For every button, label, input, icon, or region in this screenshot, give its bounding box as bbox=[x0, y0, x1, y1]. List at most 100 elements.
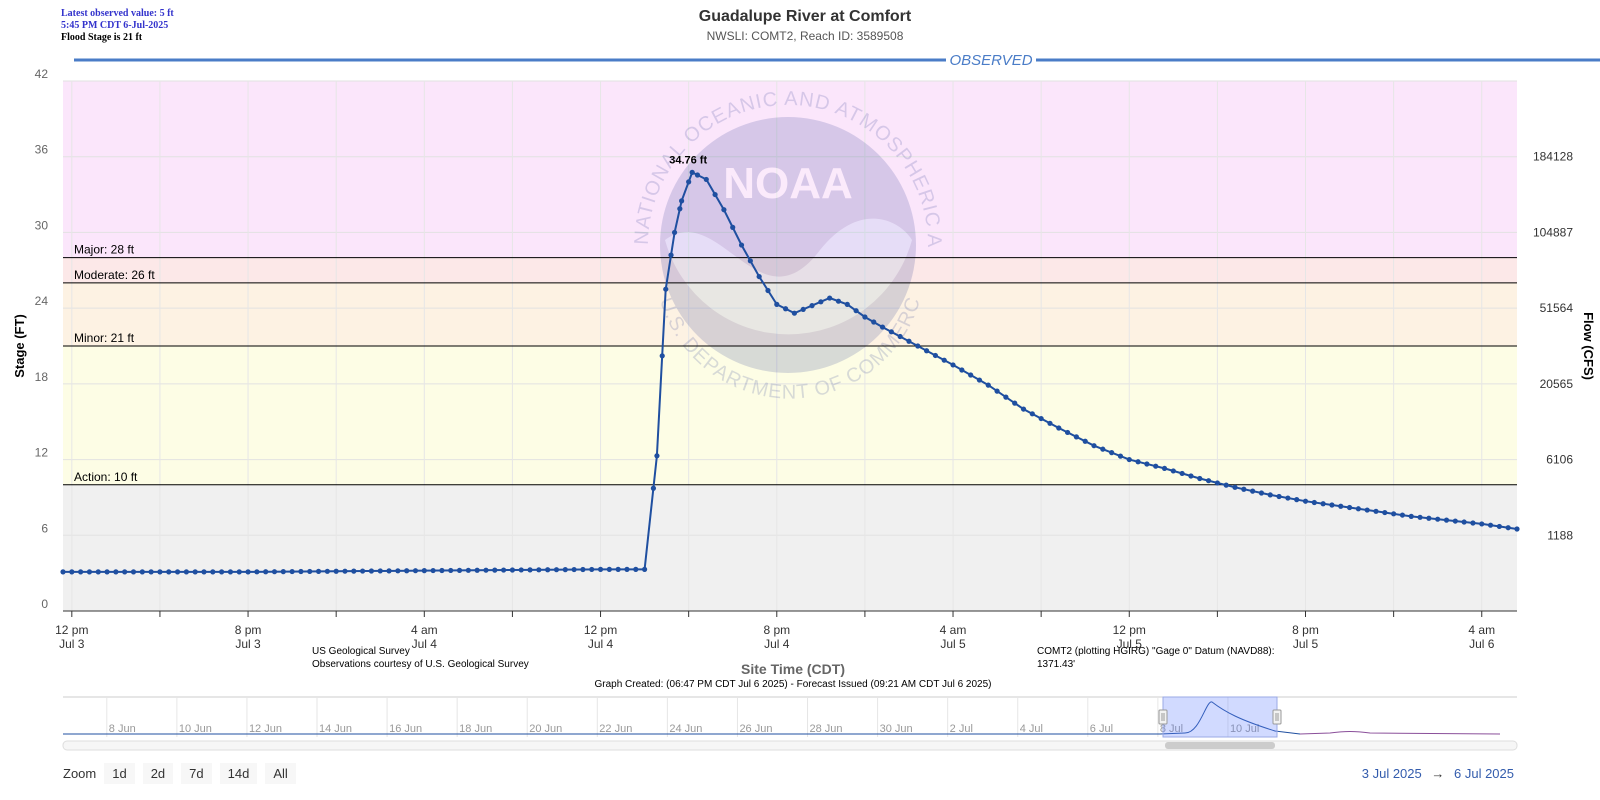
observed-data-point bbox=[1320, 501, 1326, 507]
y2-tick-label: 184128 bbox=[1533, 150, 1573, 164]
zoom-7d-button[interactable]: 7d bbox=[181, 763, 212, 784]
observed-data-point bbox=[941, 357, 947, 363]
flood-category-bands bbox=[63, 81, 1517, 611]
threshold-label-minor: Minor: 21 ft bbox=[74, 331, 135, 345]
observed-data-point bbox=[774, 301, 780, 307]
scrollbar-thumb[interactable] bbox=[1165, 742, 1275, 749]
source-line-2: Observations courtesy of U.S. Geological… bbox=[312, 659, 529, 670]
zoom-1d-button[interactable]: 1d bbox=[104, 763, 135, 784]
x-tick-label-date: Jul 5 bbox=[940, 637, 966, 651]
observed-data-point bbox=[501, 567, 507, 573]
observed-data-point bbox=[923, 348, 930, 354]
navigator-tick-label: 26 Jun bbox=[739, 723, 772, 735]
y-tick-label: 6 bbox=[41, 521, 48, 535]
observed-data-point bbox=[368, 568, 375, 574]
navigator-tick-label: 10 Jun bbox=[179, 723, 212, 735]
peak-annotation: 34.76 ft bbox=[669, 154, 707, 166]
chart-title: Guadalupe River at Comfort bbox=[698, 8, 912, 25]
observed-data-point bbox=[1487, 522, 1494, 528]
range-from[interactable]: 3 Jul 2025 bbox=[1361, 766, 1422, 781]
observed-data-point bbox=[597, 566, 604, 572]
observed-data-point bbox=[315, 568, 322, 574]
observed-data-point bbox=[104, 569, 110, 575]
observed-data-point bbox=[122, 569, 128, 575]
observed-data-point bbox=[1426, 515, 1432, 521]
x-tick-label-time: 4 am bbox=[411, 623, 438, 637]
latest-value: Latest observed value: 5 ft bbox=[61, 8, 174, 19]
observed-data-point bbox=[139, 569, 145, 575]
zoom-14d-button[interactable]: 14d bbox=[219, 763, 258, 784]
observed-data-point bbox=[1391, 511, 1397, 517]
observed-data-point bbox=[1223, 482, 1229, 488]
zoom-all-button[interactable]: All bbox=[265, 763, 296, 784]
threshold-label-major: Major: 28 ft bbox=[74, 243, 135, 257]
observed-data-point bbox=[492, 567, 498, 573]
observed-data-point bbox=[654, 453, 660, 459]
observed-data-point bbox=[1135, 459, 1141, 465]
y2-tick-label: 1188 bbox=[1547, 528, 1573, 542]
observed-data-point bbox=[994, 388, 1000, 394]
threshold-label-moderate: Moderate: 26 ft bbox=[74, 268, 155, 282]
observed-data-point bbox=[1091, 443, 1097, 449]
navigator-tick-label: 8 Jul bbox=[1160, 723, 1183, 735]
source-credit: US Geological Survey Observations courte… bbox=[312, 645, 529, 671]
x-tick-label-time: 8 pm bbox=[1292, 623, 1319, 637]
y-tick-label: 30 bbox=[35, 218, 49, 232]
observed-data-point bbox=[800, 306, 806, 313]
observed-data-point bbox=[263, 569, 269, 575]
observed-data-point bbox=[730, 224, 736, 230]
peak-label: 34.76 ft bbox=[669, 154, 707, 166]
flood-thresholds: Major: 28 ft Moderate: 26 ft Minor: 21 ft A… bbox=[63, 243, 1517, 486]
observed-data-point bbox=[1452, 518, 1458, 524]
observed-data-point bbox=[1073, 434, 1079, 440]
y2-tick-label: 20565 bbox=[1540, 377, 1574, 391]
observed-data-point bbox=[245, 569, 251, 575]
observed-data-point bbox=[78, 569, 84, 575]
noaa-emblem-icon bbox=[660, 117, 916, 373]
y2-axis-label: Flow (CFS) bbox=[1581, 312, 1596, 380]
noaa-logo-text: NOAA bbox=[723, 159, 853, 208]
observed-data-point bbox=[1382, 509, 1388, 516]
observed-data-point bbox=[386, 568, 392, 574]
observed-data-point bbox=[985, 382, 991, 388]
observed-data-point bbox=[1144, 461, 1150, 467]
range-arrow: → bbox=[1431, 766, 1445, 781]
observed-data-point bbox=[615, 566, 621, 572]
observed-data-point bbox=[853, 308, 859, 314]
observed-data-point bbox=[1470, 520, 1476, 526]
observed-data-point bbox=[906, 338, 912, 344]
navigator-handle-left[interactable] bbox=[1158, 709, 1168, 725]
range-to[interactable]: 6 Jul 2025 bbox=[1454, 766, 1514, 781]
observed-data-point bbox=[219, 569, 225, 575]
zoom-2d-button[interactable]: 2d bbox=[142, 763, 174, 784]
observed-data-point bbox=[1329, 502, 1335, 508]
observed-data-point bbox=[254, 569, 260, 575]
observed-data-point bbox=[1012, 400, 1018, 406]
observed-data-point bbox=[1109, 450, 1115, 456]
y-axis-label: Stage (FT) bbox=[12, 314, 27, 378]
x-tick-label-time: 4 am bbox=[1468, 623, 1495, 637]
observed-data-point bbox=[932, 352, 939, 359]
observed-data-point bbox=[113, 569, 119, 575]
observed-data-point bbox=[663, 286, 669, 292]
observed-data-point bbox=[689, 169, 695, 175]
observed-data-point bbox=[430, 567, 436, 574]
observed-data-point bbox=[342, 568, 348, 574]
observed-data-point bbox=[166, 569, 172, 575]
observed-data-point bbox=[545, 567, 551, 573]
observed-data-point bbox=[756, 273, 762, 280]
observed-data-point bbox=[192, 569, 198, 575]
navigator-tick-label: 14 Jun bbox=[319, 723, 352, 735]
x-tick-label-date: Jul 4 bbox=[764, 637, 790, 651]
observed-data-point bbox=[1355, 506, 1361, 512]
observed-data-point bbox=[915, 343, 921, 349]
navigator-handle-right[interactable] bbox=[1272, 709, 1282, 725]
observed-data-point bbox=[421, 568, 427, 574]
observed-data-point bbox=[827, 295, 833, 301]
navigator-forecast-line bbox=[1299, 731, 1501, 735]
observed-data-point bbox=[333, 568, 339, 574]
observed-data-point bbox=[536, 567, 542, 573]
threshold-label-action: Action: 10 ft bbox=[74, 470, 138, 484]
observed-data-point bbox=[571, 566, 577, 573]
